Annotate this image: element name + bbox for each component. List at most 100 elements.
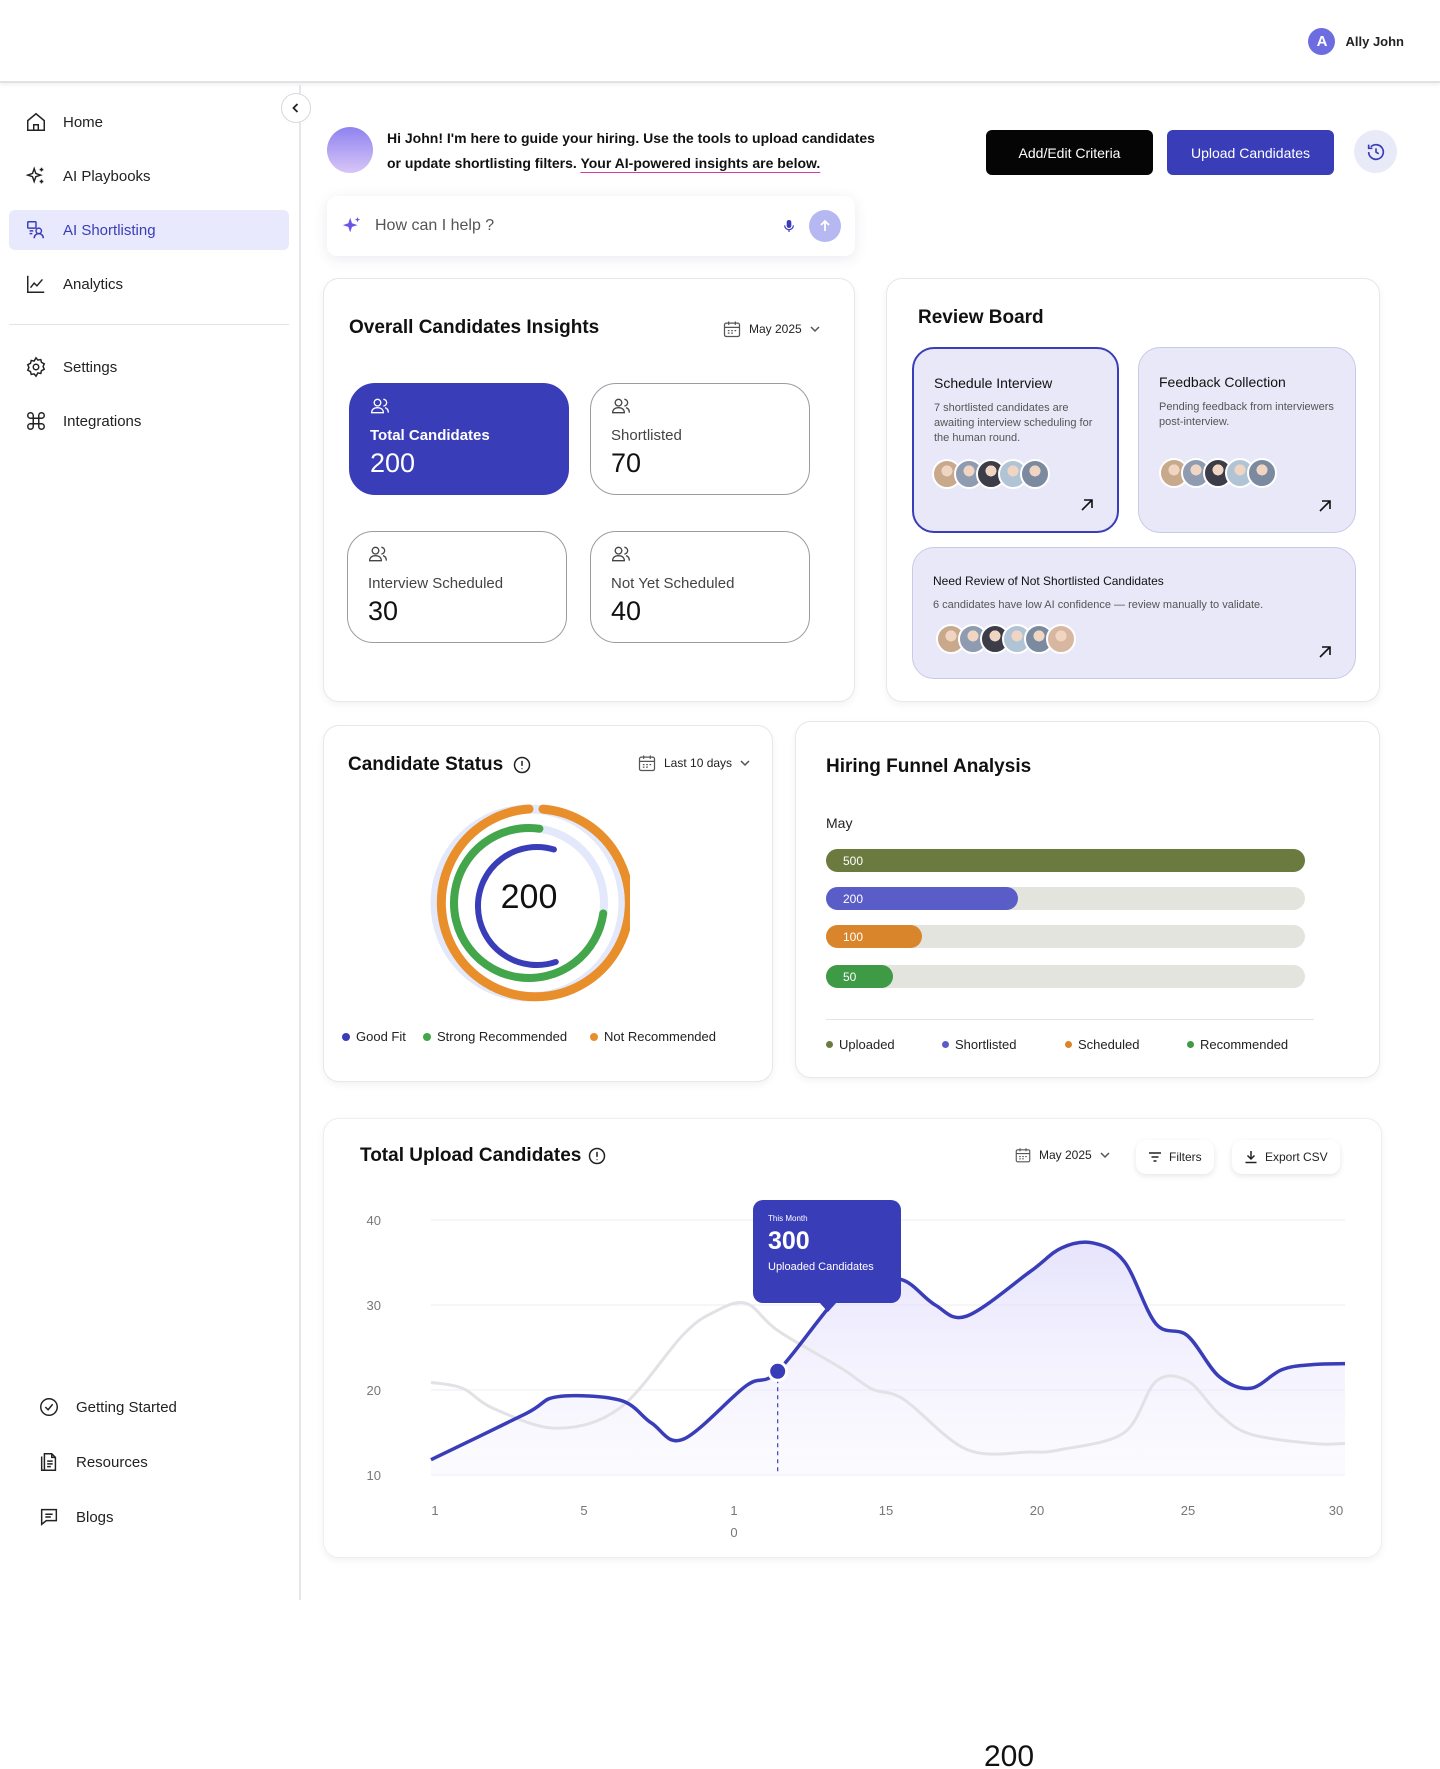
legend-label: Shortlisted [955, 1037, 1017, 1052]
export-csv-button[interactable]: Export CSV [1232, 1140, 1340, 1174]
chevron-down-icon [740, 760, 750, 767]
legend-dot [1187, 1041, 1194, 1048]
insights-date-select[interactable]: May 2025 [722, 319, 821, 339]
filters-button[interactable]: Filters [1136, 1140, 1214, 1174]
stat-total-candidates[interactable]: Total Candidates 200 [349, 383, 569, 495]
legend-label: Good Fit [356, 1029, 406, 1044]
sidebar-item-label: Resources [76, 1453, 148, 1471]
tooltip-subtitle: Uploaded Candidates [768, 1261, 874, 1273]
funnel-bar-uploaded[interactable]: 500 [826, 849, 1305, 872]
upload-candidates-button[interactable]: Upload Candidates [1167, 130, 1334, 175]
sparkle-icon [342, 216, 361, 233]
greeting-message: Hi John! I'm here to guide your hiring. … [387, 126, 907, 176]
users-icon [611, 546, 630, 562]
x-tick-label: 20 [1030, 1503, 1044, 1518]
arrow-up-right-icon[interactable] [1317, 498, 1333, 514]
arrow-up-right-icon[interactable] [1317, 644, 1333, 660]
status-date-select[interactable]: Last 10 days [637, 753, 751, 773]
avatar-group [1159, 458, 1277, 488]
users-icon [611, 398, 630, 414]
candidate-status-card: Candidate Status Last 10 days 200 Good F… [323, 725, 773, 1082]
sidebar-item-analytics[interactable]: Analytics [9, 264, 289, 304]
legend-uploaded: Uploaded [826, 1037, 895, 1052]
x-tick-label: 30 [1329, 1503, 1343, 1518]
sidebar-item-integrations[interactable]: Integrations [9, 401, 289, 441]
greeting-text: or update shortlisting filters. [387, 155, 581, 171]
analytics-icon [27, 275, 45, 293]
divider [826, 1019, 1314, 1020]
chevron-down-icon [1100, 1152, 1110, 1159]
chevron-left-icon [292, 103, 299, 113]
legend-dot [826, 1041, 833, 1048]
x-tick-label: 5 [580, 1503, 587, 1518]
sidebar-item-settings[interactable]: Settings [9, 347, 289, 387]
stat-shortlisted[interactable]: Shortlisted 70 [590, 383, 810, 495]
stat-not-yet-scheduled[interactable]: Not Yet Scheduled 40 [590, 531, 810, 643]
funnel-bar-recommended[interactable]: 50 [826, 965, 894, 988]
legend-not-recommended: Not Recommended [590, 1029, 716, 1044]
legend-scheduled: Scheduled [1065, 1037, 1139, 1052]
sidebar-item-getting-started[interactable]: Getting Started [22, 1387, 302, 1427]
funnel-month: May [826, 815, 853, 831]
series-line-comparison [430, 1301, 1346, 1456]
avatar [1046, 624, 1076, 654]
status-total: 200 [500, 878, 558, 916]
button-label: Export CSV [1265, 1150, 1328, 1164]
sidebar-item-ai-shortlisting[interactable]: AI Shortlisting [9, 210, 289, 250]
upload-date-select[interactable]: May 2025 [1014, 1146, 1111, 1164]
funnel-bar-shortlisted[interactable]: 200 [826, 887, 1018, 910]
send-button[interactable] [809, 210, 841, 242]
avatar [1247, 458, 1277, 488]
info-icon[interactable] [512, 755, 532, 775]
legend-dot [423, 1032, 431, 1041]
history-button[interactable] [1354, 130, 1397, 173]
calendar-icon [638, 755, 656, 772]
y-tick-label: 10 [367, 1468, 381, 1483]
arrow-up-right-icon[interactable] [1079, 497, 1095, 513]
date-select-value: Last 10 days [664, 756, 733, 770]
review-description: 6 candidates have low AI confidence — re… [933, 599, 1264, 611]
collapse-sidebar-button[interactable] [281, 93, 311, 123]
funnel-bar-scheduled[interactable]: 100 [826, 925, 922, 948]
user-name[interactable]: Ally John [1345, 34, 1404, 49]
ring-strong-recommended [450, 824, 608, 982]
legend-dot [942, 1041, 949, 1048]
document-icon [40, 1453, 57, 1471]
search-input[interactable] [375, 217, 769, 235]
review-schedule-interview[interactable]: Schedule Interview 7 shortlisted candida… [912, 347, 1119, 533]
info-icon[interactable] [587, 1146, 607, 1166]
add-edit-criteria-button[interactable]: Add/Edit Criteria [986, 130, 1153, 175]
stat-label: Interview Scheduled [368, 575, 504, 592]
review-description: 7 shortlisted candidates are awaiting in… [934, 402, 1093, 444]
legend-label: Scheduled [1078, 1037, 1140, 1052]
funnel-bar-label: 200 [843, 891, 864, 906]
review-title: Schedule Interview [934, 375, 1053, 391]
filter-icon [1149, 1152, 1161, 1162]
stat-interview-scheduled[interactable]: Interview Scheduled 30 [347, 531, 567, 643]
chevron-down-icon [810, 326, 820, 333]
sidebar-item-label: Home [63, 113, 104, 131]
legend-shortlisted: Shortlisted [942, 1037, 1016, 1052]
x-tick-label: 1 [431, 1503, 438, 1518]
sidebar-item-resources[interactable]: Resources [22, 1442, 302, 1482]
microphone-icon[interactable] [781, 218, 797, 234]
sidebar-item-ai-playbooks[interactable]: AI Playbooks [9, 156, 289, 196]
sidebar-item-blogs[interactable]: Blogs [22, 1497, 302, 1537]
user-menu[interactable]: A Ally John [1308, 28, 1404, 55]
sidebar-item-label: Integrations [63, 412, 142, 430]
card-title: Total Upload Candidates [360, 1145, 607, 1167]
review-title: Need Review of Not Shortlisted Candidate… [933, 574, 1164, 588]
legend-strong-recommended: Strong Recommended [423, 1029, 567, 1044]
avatar[interactable]: A [1308, 28, 1336, 55]
card-title: Hiring Funnel Analysis [826, 756, 1032, 777]
review-not-shortlisted[interactable]: Need Review of Not Shortlisted Candidate… [912, 547, 1356, 679]
assistant-search [327, 196, 855, 256]
sidebar-item-home[interactable]: Home [9, 102, 289, 142]
assistant-avatar [327, 127, 373, 173]
ring-not-recommended [436, 804, 630, 1002]
funnel-bar-label: 500 [843, 853, 864, 868]
stat-label: Not Yet Scheduled [611, 575, 735, 592]
review-feedback-collection[interactable]: Feedback Collection Pending feedback fro… [1138, 347, 1356, 533]
command-icon [27, 412, 45, 430]
users-icon [370, 398, 389, 414]
